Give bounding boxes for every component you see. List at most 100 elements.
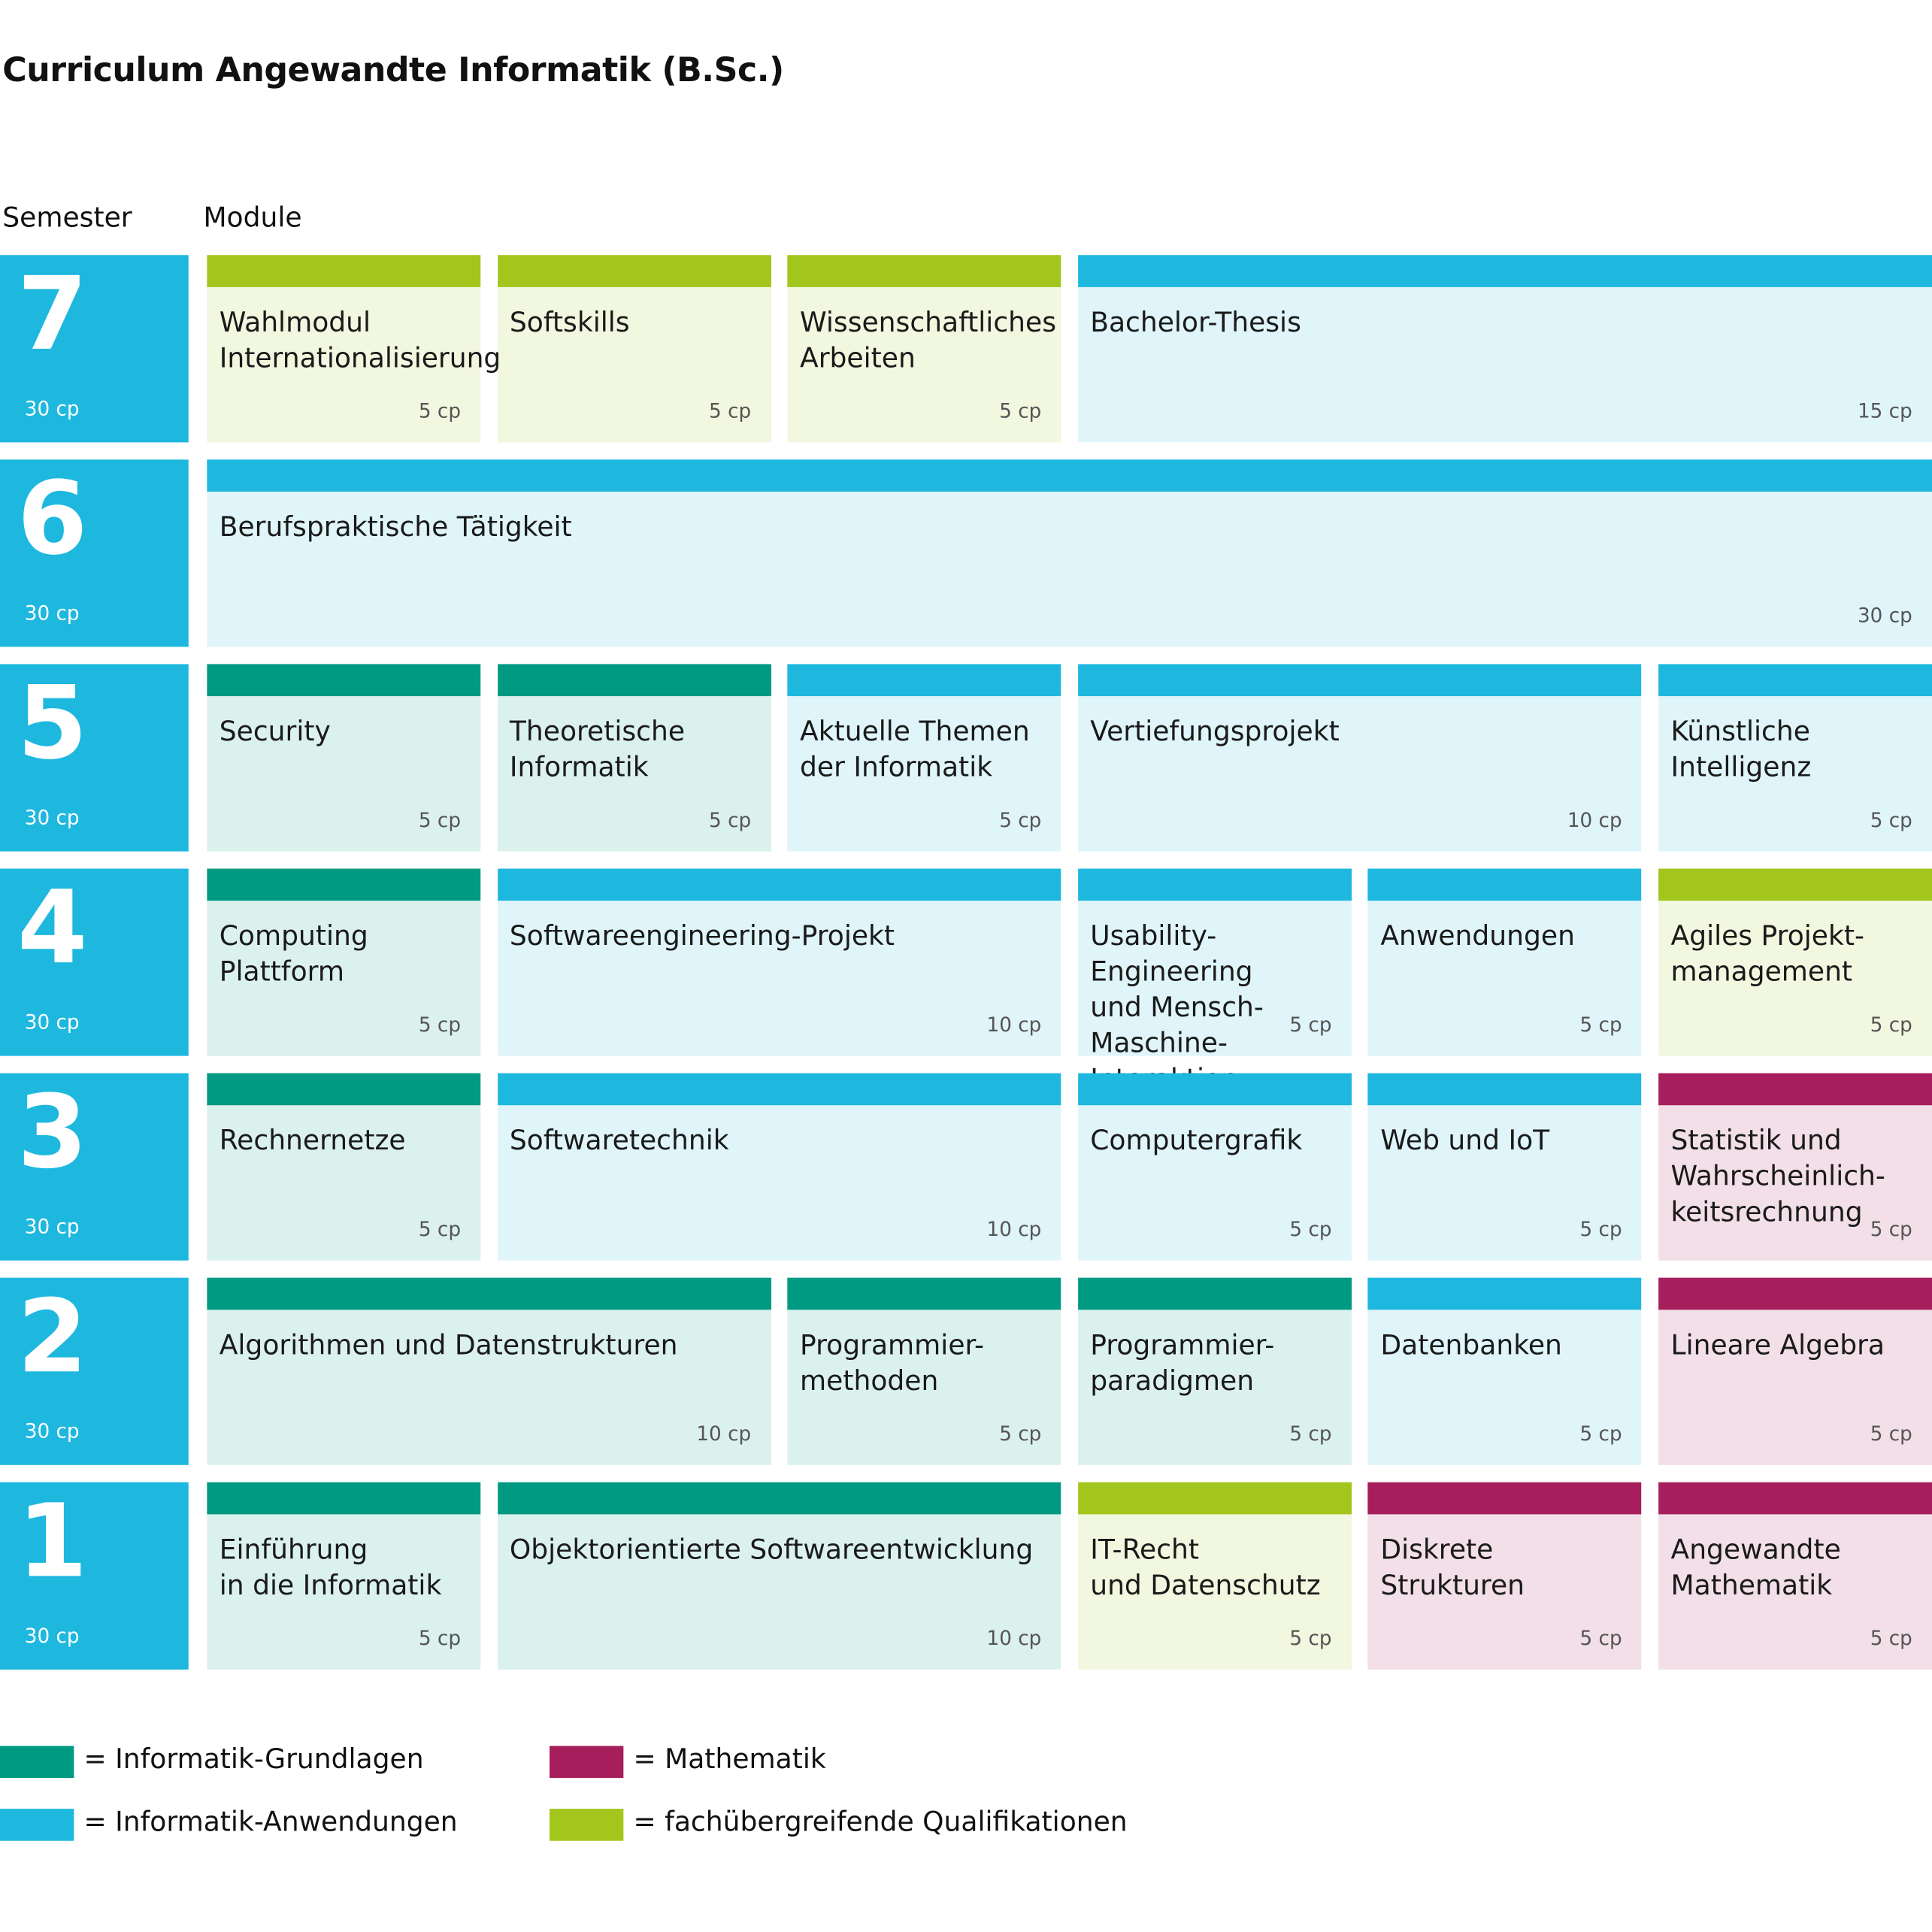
module-category-bar — [1077, 868, 1352, 901]
module-cp: 5 cp — [1579, 1626, 1622, 1650]
module-cp: 5 cp — [418, 1626, 461, 1650]
module-name: Softwareengineering-Projekt — [509, 921, 895, 952]
module-category-bar — [207, 868, 481, 901]
module-category-bar — [787, 1277, 1061, 1310]
module-cp: 5 cp — [1579, 1217, 1622, 1241]
module-category-bar — [787, 255, 1061, 287]
module-cp: 10 cp — [696, 1422, 752, 1446]
module-category-bar — [207, 1073, 481, 1106]
module-name: Computergrafik — [1090, 1126, 1303, 1158]
module: Programmier- methoden 5 cp — [787, 1277, 1061, 1465]
module: Anwendungen 5 cp — [1367, 868, 1642, 1056]
module: Bachelor-Thesis 15 cp — [1077, 255, 1932, 443]
module-category-bar — [207, 1277, 771, 1310]
module-name: Künstliche Intelligenz — [1670, 716, 1812, 784]
module-cp: 5 cp — [418, 1217, 461, 1241]
module-category-bar — [207, 255, 481, 287]
module-category-bar — [787, 664, 1061, 697]
legend-swatch — [0, 1809, 74, 1841]
module-cp: 5 cp — [1579, 1422, 1622, 1446]
title: Curriculum Angewandte Informatik (B.Sc.) — [2, 51, 784, 90]
module-cp: 5 cp — [1289, 1626, 1332, 1650]
module-category-bar — [1367, 1482, 1642, 1515]
module-name: Computing Plattform — [219, 921, 368, 989]
semester-box: 7 30 cp — [0, 255, 189, 443]
module-name: Algorithmen und Datenstrukturen — [219, 1331, 678, 1362]
module-name: Lineare Algebra — [1670, 1331, 1885, 1362]
semester-number: 1 — [17, 1483, 88, 1601]
legend-label: = Informatik-Grundlagen — [83, 1744, 424, 1776]
module-category-bar — [1658, 868, 1932, 901]
module-category-bar — [207, 1482, 481, 1515]
legend-swatch — [550, 1746, 624, 1779]
module: Rechnernetze 5 cp — [207, 1073, 481, 1261]
module-name: Theoretische Informatik — [509, 716, 686, 784]
module-category-bar — [1658, 1073, 1932, 1106]
module: Lineare Algebra 5 cp — [1658, 1277, 1932, 1465]
module-category-bar — [1658, 1277, 1932, 1310]
semester-number: 2 — [17, 1279, 88, 1397]
module-name: Wissenschaftliches Arbeiten — [800, 307, 1056, 375]
semester-box: 2 30 cp — [0, 1277, 189, 1465]
semester-box: 6 30 cp — [0, 459, 189, 647]
semester-cp: 30 cp — [24, 1215, 80, 1239]
module-name: IT-Recht und Datenschutz — [1090, 1535, 1321, 1602]
module-name: Softwaretechnik — [509, 1126, 729, 1158]
module-category-bar — [1658, 664, 1932, 697]
legend-label: = Informatik-Anwendungen — [83, 1807, 458, 1839]
semester-cp: 30 cp — [24, 1624, 80, 1648]
module: Security 5 cp — [207, 664, 481, 852]
module: Theoretische Informatik 5 cp — [497, 664, 771, 852]
semester-box: 3 30 cp — [0, 1073, 189, 1261]
module-name: Aktuelle Themen der Informatik — [800, 716, 1030, 784]
module-name: Einführung in die Informatik — [219, 1535, 442, 1602]
module: Softwareengineering-Projekt 10 cp — [497, 868, 1061, 1056]
semester-number: 3 — [17, 1074, 88, 1192]
module: Softwaretechnik 10 cp — [497, 1073, 1061, 1261]
module: Computergrafik 5 cp — [1077, 1073, 1352, 1261]
module-category-bar — [1367, 1277, 1642, 1310]
module-category-bar — [1367, 1073, 1642, 1106]
module-cp: 15 cp — [1857, 399, 1912, 423]
module-cp: 5 cp — [418, 1013, 461, 1037]
module-cp: 5 cp — [999, 1422, 1042, 1446]
module-cp: 30 cp — [1857, 604, 1912, 628]
module-name: Anwendungen — [1380, 921, 1575, 952]
module-category-bar — [1367, 868, 1642, 901]
module-category-bar — [207, 664, 481, 697]
module: Aktuelle Themen der Informatik 5 cp — [787, 664, 1061, 852]
semester-cp: 30 cp — [24, 805, 80, 830]
module-name: Web und IoT — [1380, 1126, 1550, 1158]
module-name: Usability-Engineering und Mensch- Maschi… — [1090, 921, 1264, 1095]
semester-box: 5 30 cp — [0, 664, 189, 852]
module: Objektorientierte Softwareentwicklung 10 … — [497, 1482, 1061, 1670]
module-name: Berufspraktische Tätigkeit — [219, 512, 572, 544]
module-cp: 5 cp — [1870, 1422, 1912, 1446]
module-cp: 5 cp — [1870, 1626, 1912, 1650]
module-name: Bachelor-Thesis — [1090, 307, 1301, 339]
module: Algorithmen und Datenstrukturen 10 cp — [207, 1277, 771, 1465]
module-name: Programmier- paradigmen — [1090, 1331, 1275, 1398]
module-name: Security — [219, 716, 331, 748]
module-cp: 10 cp — [1567, 808, 1622, 832]
module-name: Statistik und Wahrscheinlich- keitsrechn… — [1670, 1126, 1885, 1229]
module-cp: 5 cp — [999, 808, 1042, 832]
legend-swatch — [0, 1746, 74, 1779]
module-name: Agiles Projekt- management — [1670, 921, 1865, 989]
module-category-bar — [497, 868, 1061, 901]
module: Agiles Projekt- management 5 cp — [1658, 868, 1932, 1056]
module-name: Rechnernetze — [219, 1126, 406, 1158]
module-cp: 10 cp — [986, 1217, 1042, 1241]
module-name: Objektorientierte Softwareentwicklung — [509, 1535, 1034, 1567]
module: Statistik und Wahrscheinlich- keitsrechn… — [1658, 1073, 1932, 1261]
module-category-bar — [207, 459, 1932, 492]
semester-cp: 30 cp — [24, 1010, 80, 1034]
module: Vertiefungsprojekt 10 cp — [1077, 664, 1642, 852]
module-cp: 10 cp — [986, 1013, 1042, 1037]
module: Datenbanken 5 cp — [1367, 1277, 1642, 1465]
module-category-bar — [1077, 255, 1932, 287]
legend-swatch — [550, 1809, 624, 1841]
module-category-bar — [1077, 1277, 1352, 1310]
